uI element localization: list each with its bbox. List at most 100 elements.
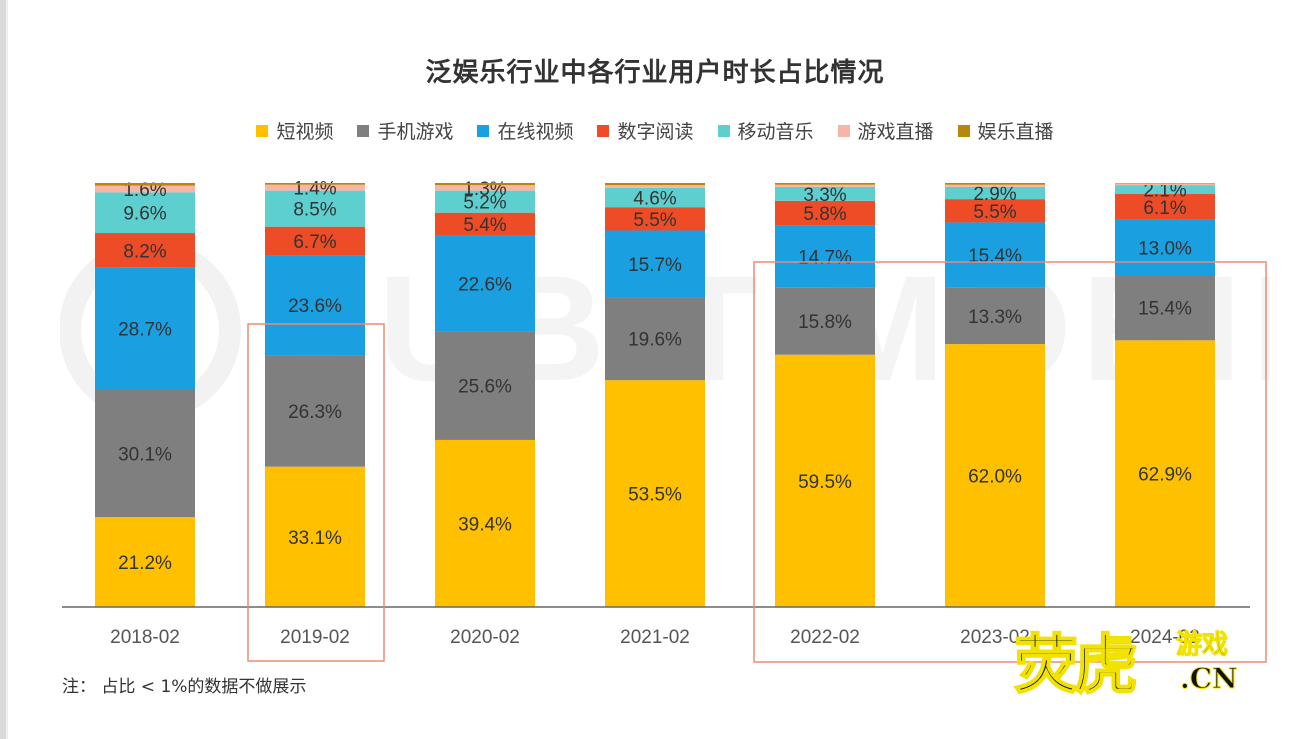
frame-edge-inner bbox=[6, 0, 8, 739]
legend-swatch bbox=[717, 124, 730, 137]
bar-segment bbox=[265, 255, 365, 356]
legend-item: 移动音乐 bbox=[717, 117, 814, 144]
bar-segment bbox=[265, 183, 365, 185]
bar-segment bbox=[605, 187, 705, 208]
data-label: 62.9% bbox=[1138, 465, 1192, 486]
bar-segment bbox=[945, 183, 1045, 185]
bar-segment bbox=[265, 226, 365, 256]
bar-segment bbox=[775, 200, 875, 226]
data-label: 6.1% bbox=[1143, 198, 1186, 219]
bar-segment bbox=[435, 235, 535, 332]
frame-edge bbox=[0, 0, 6, 739]
x-tick-label: 2020-02 bbox=[450, 627, 520, 648]
data-label: 5.8% bbox=[803, 204, 846, 225]
x-tick-label: 2024-02 bbox=[1130, 627, 1200, 648]
legend-label: 娱乐直播 bbox=[977, 121, 1054, 143]
legend-swatch bbox=[957, 124, 970, 137]
bar-segment bbox=[435, 331, 535, 440]
watermark-text: CUBIT MOBILE bbox=[260, 244, 1270, 412]
data-label: 62.0% bbox=[968, 467, 1022, 488]
bar-segment bbox=[605, 230, 705, 298]
bar-segment bbox=[1115, 275, 1215, 341]
data-label: 8.5% bbox=[293, 200, 336, 221]
bar-segment bbox=[435, 439, 535, 607]
x-tick-label: 2019-02 bbox=[280, 627, 350, 648]
site-logo: 荧虎 游戏 .CN bbox=[1013, 614, 1254, 704]
bar-segment bbox=[95, 389, 195, 518]
bar-segment bbox=[775, 183, 875, 185]
data-label: 5.2% bbox=[463, 193, 506, 214]
data-label: 30.1% bbox=[118, 444, 172, 465]
logo-sub-text: 游戏 bbox=[1175, 630, 1229, 661]
data-label: 13.3% bbox=[968, 307, 1022, 328]
bar-segment bbox=[1115, 219, 1215, 276]
legend-label: 短视频 bbox=[276, 121, 334, 143]
bar-segment bbox=[265, 466, 365, 607]
x-tick-label: 2023-02 bbox=[960, 627, 1030, 648]
x-tick-label: 2021-02 bbox=[620, 627, 690, 648]
bar-segment bbox=[945, 287, 1045, 345]
bar-segment bbox=[775, 354, 875, 607]
legend-label: 移动音乐 bbox=[737, 121, 814, 143]
bar-segment bbox=[265, 190, 365, 227]
data-label: 26.3% bbox=[288, 402, 342, 423]
bar-segment bbox=[95, 267, 195, 390]
bar-segment bbox=[605, 183, 705, 186]
data-label: 6.7% bbox=[293, 232, 336, 253]
bar-segment bbox=[95, 233, 195, 268]
x-tick-label: 2018-02 bbox=[110, 627, 180, 648]
data-label: 59.5% bbox=[798, 472, 852, 493]
data-label: 22.6% bbox=[458, 274, 512, 295]
legend-swatch bbox=[597, 124, 610, 137]
legend-item: 娱乐直播 bbox=[957, 117, 1054, 144]
bar-segment bbox=[775, 184, 875, 187]
data-label: 2.9% bbox=[973, 184, 1016, 205]
bar-segment bbox=[945, 344, 1045, 607]
data-label: 5.5% bbox=[633, 210, 676, 231]
data-label: 8.2% bbox=[123, 241, 166, 262]
legend-label: 在线视频 bbox=[497, 121, 574, 143]
highlight-box-2019 bbox=[247, 323, 385, 662]
data-label: 1.3% bbox=[463, 179, 506, 200]
bar-segment bbox=[945, 199, 1045, 223]
bar-segment bbox=[605, 380, 705, 607]
bar-segment bbox=[945, 222, 1045, 288]
data-label: 3.3% bbox=[803, 185, 846, 206]
bar-segment bbox=[775, 225, 875, 288]
data-label: 15.8% bbox=[798, 312, 852, 333]
data-label: 39.4% bbox=[458, 514, 512, 535]
data-label: 28.7% bbox=[118, 320, 172, 341]
bar-segment bbox=[605, 297, 705, 381]
legend-item: 在线视频 bbox=[477, 117, 573, 144]
data-label: 25.6% bbox=[458, 377, 512, 398]
bar-segment bbox=[265, 355, 365, 467]
chart-title: 泛娱乐行业中各行业用户时长占比情况 bbox=[425, 58, 885, 88]
bar-segment bbox=[1115, 183, 1215, 186]
legend-label: 游戏直播 bbox=[857, 121, 934, 143]
x-tick-label: 2022-02 bbox=[790, 627, 860, 648]
data-label: 1.4% bbox=[293, 179, 336, 200]
bar-segment bbox=[265, 184, 365, 191]
legend-swatch bbox=[357, 124, 370, 137]
legend-swatch bbox=[837, 124, 850, 137]
data-label: 15.7% bbox=[628, 255, 682, 276]
bar-segment bbox=[605, 185, 705, 188]
data-label: 21.2% bbox=[118, 553, 172, 574]
data-label: 15.4% bbox=[968, 246, 1022, 267]
footnote: 注： 占比 < 1%的数据不做展示 bbox=[62, 677, 307, 697]
legend-label: 手机游戏 bbox=[377, 121, 454, 143]
legend-swatch bbox=[477, 124, 490, 137]
data-label: 5.4% bbox=[463, 215, 506, 236]
legend-swatch bbox=[256, 124, 269, 137]
legend-item: 短视频 bbox=[256, 117, 333, 144]
watermark-logo: CUBIT MOBILE bbox=[60, 240, 1270, 420]
data-label: 14.7% bbox=[798, 248, 852, 269]
bar-segment bbox=[605, 207, 705, 231]
data-label: 5.5% bbox=[973, 202, 1016, 223]
legend-item: 数字阅读 bbox=[597, 117, 694, 144]
bar-segment bbox=[1115, 340, 1215, 607]
bar-segment bbox=[775, 287, 875, 355]
logo-main-text: 荧虎 bbox=[1013, 627, 1139, 704]
legend-item: 游戏直播 bbox=[837, 117, 934, 144]
